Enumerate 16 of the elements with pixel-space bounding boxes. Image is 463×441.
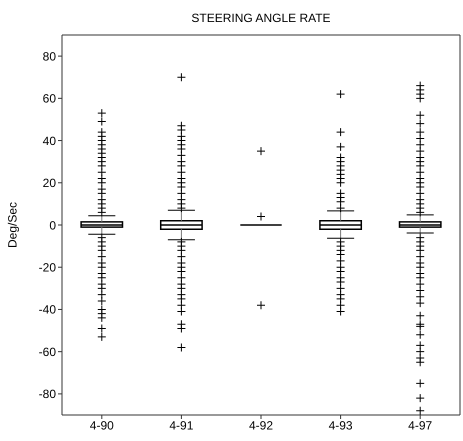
y-tick-label: -80 xyxy=(38,387,56,402)
chart-title: STEERING ANGLE RATE xyxy=(190,11,332,25)
y-axis-title: Deg/Sec xyxy=(5,202,20,248)
y-tick-label: 0 xyxy=(49,218,56,232)
x-tick-label: 4-92 xyxy=(248,418,274,433)
y-tick-label: 60 xyxy=(42,92,56,106)
y-tick-label: 40 xyxy=(42,134,56,148)
y-tick-label: -40 xyxy=(38,302,56,317)
y-tick-label: 20 xyxy=(42,176,56,190)
x-tick-label: 4-90 xyxy=(90,418,114,433)
x-tick-label: 4-91 xyxy=(169,418,194,433)
x-tick-label: 4-97 xyxy=(408,418,433,433)
y-tick-label: -20 xyxy=(38,260,56,274)
y-tick-label: -60 xyxy=(38,344,56,359)
x-tick-label: 4-93 xyxy=(328,418,353,433)
y-tick-label: 80 xyxy=(42,49,56,64)
